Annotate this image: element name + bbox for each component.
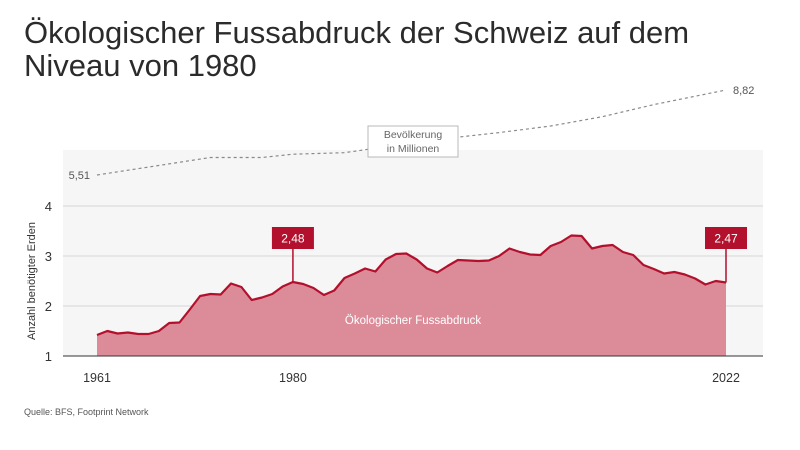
source-note: Quelle: BFS, Footprint Network — [24, 407, 149, 417]
callout-2022-box — [705, 227, 747, 249]
x-tick-label: 1961 — [83, 371, 111, 385]
y-tick-label: 1 — [45, 349, 52, 364]
footprint-area-label: Ökologischer Fussabdruck — [345, 315, 481, 327]
population-label-box — [367, 125, 459, 158]
callout-1980-label: 2,48 — [281, 232, 305, 246]
callout-1980-box — [271, 227, 314, 249]
y-tick-label: 4 — [45, 199, 52, 214]
population-end-label: 8,82 — [733, 85, 754, 97]
x-tick-label: 1980 — [279, 371, 307, 385]
footprint-area — [97, 235, 726, 356]
y-tick-label: 3 — [45, 249, 52, 264]
footprint-line — [96, 234, 727, 337]
population-label-line1: Bevölkerung — [384, 129, 443, 141]
population-start-label: 5,51 — [69, 170, 90, 182]
chart-title: Ökologischer Fussabdruck der Schweiz auf… — [24, 15, 690, 83]
population-line — [96, 89, 727, 176]
x-tick-label: 2022 — [712, 371, 740, 385]
population-label-line2: in Millionen — [387, 143, 440, 155]
callout-2022-label: 2,47 — [714, 232, 738, 246]
y-axis-label: Anzahl benötigter Erden — [26, 222, 38, 340]
y-tick-label: 2 — [45, 299, 52, 314]
